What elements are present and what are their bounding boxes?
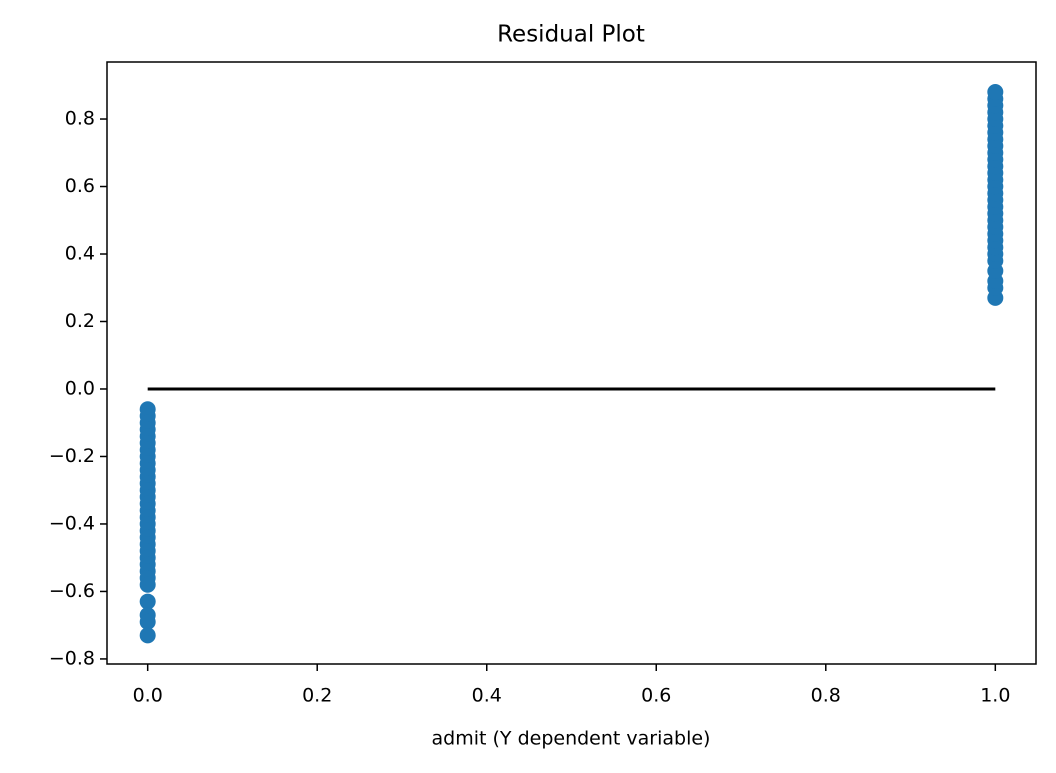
- x-tick-label: 0.2: [302, 685, 332, 707]
- y-tick-label: 0.6: [65, 175, 95, 197]
- point: [139, 576, 156, 593]
- point: [139, 593, 156, 610]
- y-tick-label: 0.0: [65, 377, 95, 399]
- chart-title: Residual Plot: [497, 22, 645, 48]
- y-tick-label: −0.8: [49, 647, 95, 669]
- y-tick-label: 0.8: [65, 108, 95, 130]
- y-tick-label: 0.4: [65, 243, 95, 265]
- point: [139, 613, 156, 630]
- point: [987, 84, 1004, 101]
- x-tick-label: 0.0: [133, 685, 163, 707]
- x-tick-label: 0.4: [472, 685, 502, 707]
- x-tick-label: 0.8: [811, 685, 841, 707]
- x-tick-label: 0.6: [641, 685, 671, 707]
- x-axis-label: admit (Y dependent variable): [432, 728, 711, 750]
- point: [139, 627, 156, 644]
- plot-frame: [106, 61, 1037, 665]
- y-tick-label: 0.2: [65, 310, 95, 332]
- y-tick-label: −0.2: [49, 445, 95, 467]
- y-tick-label: −0.4: [49, 512, 95, 534]
- y-tick-label: −0.6: [49, 580, 95, 602]
- x-tick-label: 1.0: [980, 685, 1010, 707]
